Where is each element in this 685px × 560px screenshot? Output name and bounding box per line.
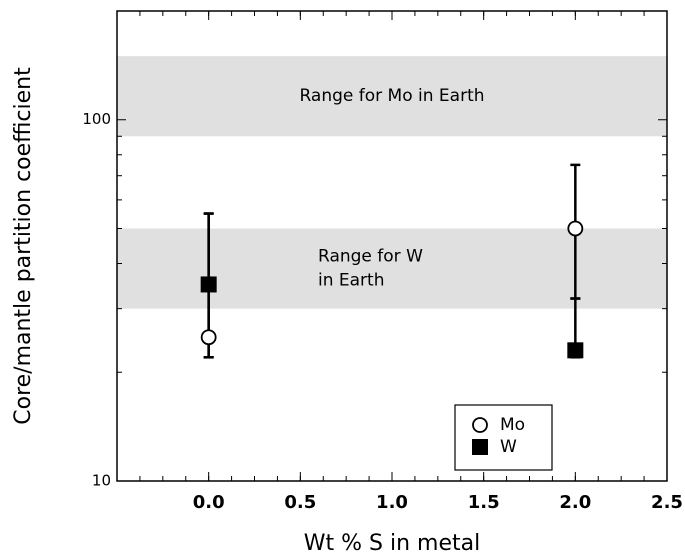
marker (567, 220, 584, 237)
legend-label: W (500, 437, 517, 457)
band-label: in Earth (318, 271, 385, 291)
x-tick-label: 1.0 (376, 492, 408, 513)
legend-box (454, 404, 553, 471)
x-tick-label: 0.0 (193, 492, 225, 513)
marker (472, 417, 488, 433)
marker (200, 329, 217, 346)
range-band (117, 228, 667, 309)
x-tick-label: 2.0 (559, 492, 591, 513)
x-tick-label: 0.5 (284, 492, 316, 513)
y-tick-label: 10 (92, 472, 111, 490)
marker (567, 342, 584, 359)
y-tick-label: 100 (82, 110, 111, 128)
band-label: Range for Mo in Earth (299, 86, 484, 106)
y-axis-label: Core/mantle partition coefficient (11, 67, 36, 425)
x-tick-label: 1.5 (468, 492, 500, 513)
x-axis-label: Wt % S in metal (304, 531, 480, 556)
marker (472, 439, 488, 455)
x-tick-label: 2.5 (651, 492, 683, 513)
legend-label: Mo (500, 415, 525, 435)
marker (200, 276, 217, 293)
band-label: Range for W (318, 247, 423, 267)
range-band (117, 56, 667, 137)
